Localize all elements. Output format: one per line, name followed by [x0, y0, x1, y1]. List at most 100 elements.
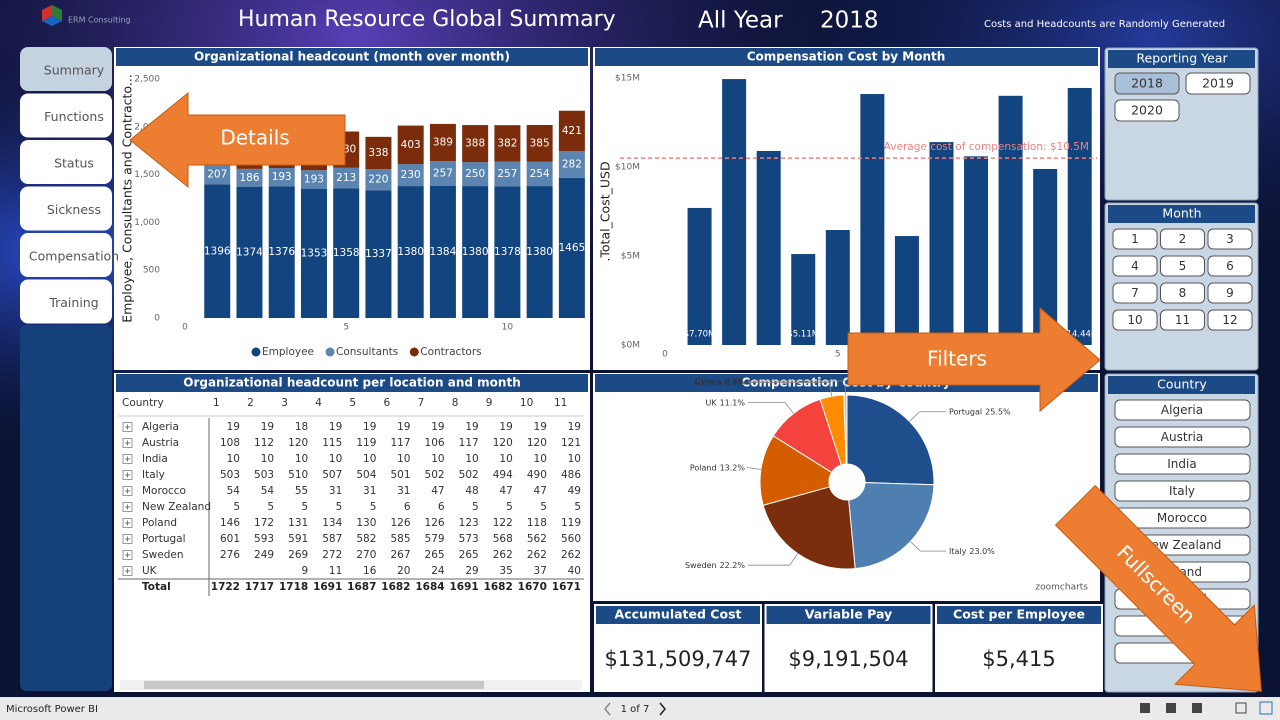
cell: 593: [254, 533, 274, 545]
cell: 9: [302, 565, 309, 577]
slicer-option-label[interactable]: Austria: [1161, 430, 1203, 444]
total-cell: 1670: [518, 581, 547, 593]
slicer-option-label[interactable]: Algeria: [1161, 403, 1203, 417]
slicer-option[interactable]: [1160, 309, 1205, 331]
share-icon[interactable]: [1140, 703, 1150, 713]
slicer-option[interactable]: [1114, 480, 1251, 502]
fullscreen-button[interactable]: [1259, 701, 1273, 715]
slicer-option[interactable]: [1114, 453, 1251, 475]
row-header: Poland: [142, 517, 177, 529]
leader-line: [748, 382, 833, 397]
slicer-option[interactable]: [1114, 399, 1251, 421]
bar-segment: [462, 186, 489, 318]
pie-label: Poland 13.2%: [690, 463, 746, 472]
slicer-header: [1108, 50, 1255, 68]
nav-tab-label[interactable]: Compensation: [29, 249, 119, 264]
nav-tab[interactable]: [20, 233, 112, 277]
slicer-option[interactable]: [1185, 72, 1251, 95]
slicer-option[interactable]: [1114, 99, 1180, 122]
bar-segment: [204, 184, 231, 318]
slicer-option[interactable]: [1207, 282, 1253, 304]
bar-label: $5.11M: [787, 330, 819, 340]
slicer-option[interactable]: [1112, 255, 1158, 277]
slicer-option[interactable]: [1160, 228, 1205, 250]
slicer-option-label[interactable]: Morocco: [1157, 511, 1207, 525]
x-tick-label: 5: [343, 323, 349, 333]
slicer-option[interactable]: [1207, 228, 1253, 250]
cell: 126: [425, 517, 445, 529]
nav-tab-label[interactable]: Sickness: [47, 202, 101, 217]
share-icon[interactable]: [1166, 703, 1176, 713]
bar-label: 1376: [268, 246, 295, 258]
nav-tab[interactable]: [20, 93, 112, 138]
nav-tab[interactable]: [20, 186, 112, 231]
slicer-option-label[interactable]: 12: [1222, 313, 1237, 327]
nav-tab-label[interactable]: Summary: [44, 63, 105, 78]
slicer-option[interactable]: [1112, 282, 1158, 304]
logo-text: ERM Consulting: [68, 16, 131, 25]
slicer-option-label[interactable]: New Zealand: [1143, 538, 1222, 552]
nav-tab[interactable]: [20, 47, 112, 91]
slicer-header: [1108, 376, 1255, 394]
slicer-option-label[interactable]: 1: [1131, 232, 1139, 246]
slicer-option-label[interactable]: 3: [1226, 232, 1234, 246]
nav-tab[interactable]: [20, 279, 112, 324]
slicer-option-label[interactable]: 4: [1131, 259, 1139, 273]
cell: 112: [254, 437, 274, 449]
x-tick-label: 0: [182, 323, 188, 333]
slicer-option[interactable]: [1114, 72, 1180, 95]
slicer-option-label[interactable]: 11: [1175, 313, 1190, 327]
y-tick-label: $15M: [615, 74, 640, 84]
cell: 54: [227, 485, 241, 497]
slicer-option[interactable]: [1112, 309, 1158, 331]
share-icon[interactable]: [1235, 702, 1247, 714]
slicer-option-label[interactable]: 2020: [1131, 103, 1163, 118]
nav-tab-label[interactable]: Functions: [44, 109, 104, 124]
bar: [825, 230, 850, 345]
leader-line: [909, 411, 946, 422]
slicer-option-label[interactable]: 2: [1179, 232, 1187, 246]
total-label: Total: [142, 581, 171, 593]
bar-segment: [268, 186, 295, 318]
slicer-option[interactable]: [1207, 309, 1253, 331]
slicer-option[interactable]: [1160, 255, 1205, 277]
cell: 502: [459, 469, 479, 481]
slicer-option-label[interactable]: 7: [1131, 286, 1139, 300]
cell: 106: [425, 437, 445, 449]
cell: 10: [363, 453, 376, 465]
nav-tab-label[interactable]: Training: [48, 295, 98, 310]
share-icon[interactable]: [1192, 703, 1202, 713]
slicer-option-label[interactable]: 10: [1127, 313, 1142, 327]
nav-tab[interactable]: [20, 140, 112, 184]
y-axis-title: .Total_Cost_USD: [598, 161, 613, 261]
slicer-option-label[interactable]: 2018: [1131, 76, 1163, 91]
slicer-option-label[interactable]: 8: [1179, 286, 1187, 300]
slicer-option-label[interactable]: 2019: [1202, 76, 1234, 91]
bar-label: 257: [433, 167, 453, 179]
cell: 10: [329, 453, 342, 465]
cell: 503: [220, 469, 240, 481]
column-header: 2: [247, 397, 254, 409]
prev-page[interactable]: [604, 702, 611, 716]
x-tick-label: 0: [662, 350, 668, 360]
cell: 585: [390, 533, 410, 545]
cell: 117: [459, 437, 479, 449]
bar-label: 254: [530, 168, 550, 180]
cell: 265: [425, 549, 445, 561]
watermark: zoomcharts: [1035, 583, 1088, 593]
slicer-option-label[interactable]: India: [1167, 457, 1196, 471]
slicer-option[interactable]: [1160, 282, 1205, 304]
bar: [894, 236, 919, 345]
next-page[interactable]: [659, 702, 666, 716]
nav-tab-label[interactable]: Status: [54, 156, 94, 171]
slicer-option-label[interactable]: 5: [1179, 259, 1187, 273]
slicer-option[interactable]: [1112, 228, 1158, 250]
slicer-option[interactable]: [1114, 426, 1251, 448]
bar-segment: [494, 186, 521, 318]
scrollbar-thumb[interactable]: [144, 681, 484, 689]
slicer-panel: [1104, 47, 1259, 201]
slicer-option-label[interactable]: Italy: [1169, 484, 1195, 498]
slicer-option-label[interactable]: 6: [1226, 259, 1234, 273]
slicer-option[interactable]: [1207, 255, 1253, 277]
slicer-option-label[interactable]: 9: [1226, 286, 1234, 300]
